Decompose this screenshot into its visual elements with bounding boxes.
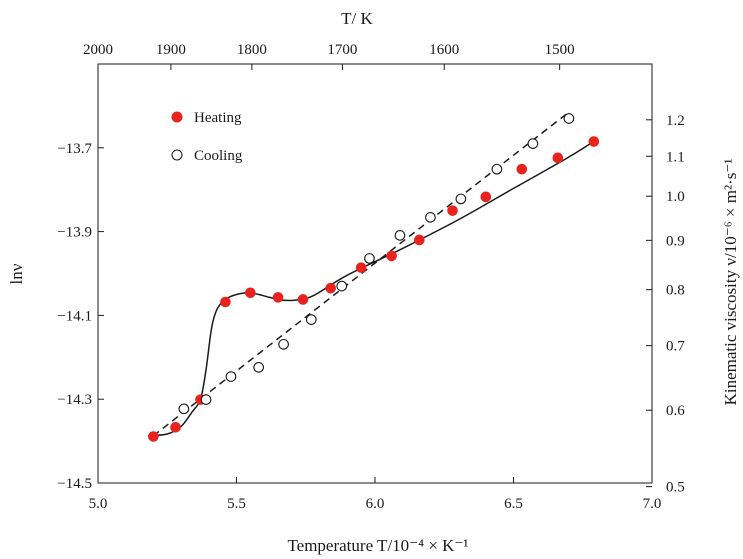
heating-fit-line — [147, 138, 598, 437]
right-tick-label: 1.1 — [666, 149, 685, 165]
heating-point — [272, 292, 284, 303]
cooling-point — [225, 371, 237, 382]
heating-point — [480, 191, 492, 203]
tick-labels: 5.0 5.5 6.0 6.5 7.0 −14.5 −14.3 −14.1 −13.9 −13.7… — [57, 42, 685, 512]
heating-point — [148, 431, 159, 442]
heating-point — [588, 136, 600, 147]
x-tick-label: 6.0 — [366, 496, 385, 512]
heating-point — [552, 152, 564, 164]
top-tick-label: 2000 — [83, 42, 113, 58]
legend-cooling-marker — [171, 149, 183, 161]
heating-point — [245, 287, 256, 299]
cooling-fit-line — [152, 113, 567, 437]
heating-point — [516, 163, 528, 175]
right-tick-label: 0.6 — [666, 403, 685, 419]
right-tick-label: 1.0 — [666, 189, 685, 205]
x-tick-label: 7.0 — [643, 496, 662, 512]
heating-point — [447, 205, 458, 216]
right-tick-label: 1.2 — [666, 113, 685, 129]
right-tick-label: 0.8 — [666, 283, 685, 299]
top-tick-label: 1900 — [156, 42, 186, 58]
cooling-point — [178, 403, 190, 415]
y-tick-label: −14.5 — [57, 476, 92, 492]
y-axis-title: lnν — [7, 263, 26, 284]
legend-heating-label: Heating — [194, 110, 242, 126]
cooling-point — [455, 193, 467, 205]
top-tick-label: 1600 — [429, 42, 459, 58]
cooling-point — [253, 362, 265, 373]
heating-point — [355, 262, 367, 273]
plot-frame — [97, 63, 653, 484]
legend-cooling-label: Cooling — [194, 148, 243, 164]
cooling-point — [425, 212, 436, 223]
top-axis-title: T/ K — [341, 9, 373, 28]
top-tick-label: 1800 — [237, 42, 267, 58]
cooling-point — [364, 253, 375, 264]
legend: Heating Cooling — [171, 110, 243, 164]
y-tick-label: −14.3 — [57, 392, 92, 408]
heating-point — [220, 296, 231, 308]
cooling-point — [394, 230, 406, 241]
top-tick-label: 1700 — [327, 42, 357, 58]
heating-point — [325, 282, 336, 294]
cooling-point — [200, 394, 212, 405]
x-tick-label: 5.0 — [89, 496, 108, 512]
y-tick-label: −14.1 — [57, 308, 92, 324]
heating-point — [414, 234, 425, 246]
heating-point — [297, 294, 309, 305]
top-tick-label: 1500 — [545, 42, 575, 58]
cooling-point — [527, 138, 539, 149]
cooling-point — [563, 113, 575, 124]
data-points — [148, 113, 600, 442]
x-axis-title: Temperature T/10⁻⁴ × K⁻¹ — [287, 536, 468, 555]
tick-marks — [97, 64, 653, 488]
x-tick-label: 5.5 — [227, 496, 246, 512]
cooling-point — [491, 163, 503, 175]
cooling-point — [305, 314, 317, 325]
right-axis-title: Kinematic viscosity ν/10⁻⁶ × m²·s⁻¹ — [721, 159, 740, 406]
y-tick-label: −13.7 — [57, 141, 92, 157]
cooling-point — [278, 338, 289, 350]
cooling-point — [336, 280, 348, 292]
y-tick-label: −13.9 — [57, 225, 92, 241]
heating-point — [170, 421, 181, 433]
right-tick-label: 0.9 — [666, 233, 685, 249]
legend-heating-marker — [171, 111, 183, 123]
heating-point — [386, 250, 397, 262]
x-tick-label: 6.5 — [504, 496, 523, 512]
right-tick-label: 0.7 — [666, 339, 685, 355]
right-tick-label: 0.5 — [666, 480, 685, 496]
